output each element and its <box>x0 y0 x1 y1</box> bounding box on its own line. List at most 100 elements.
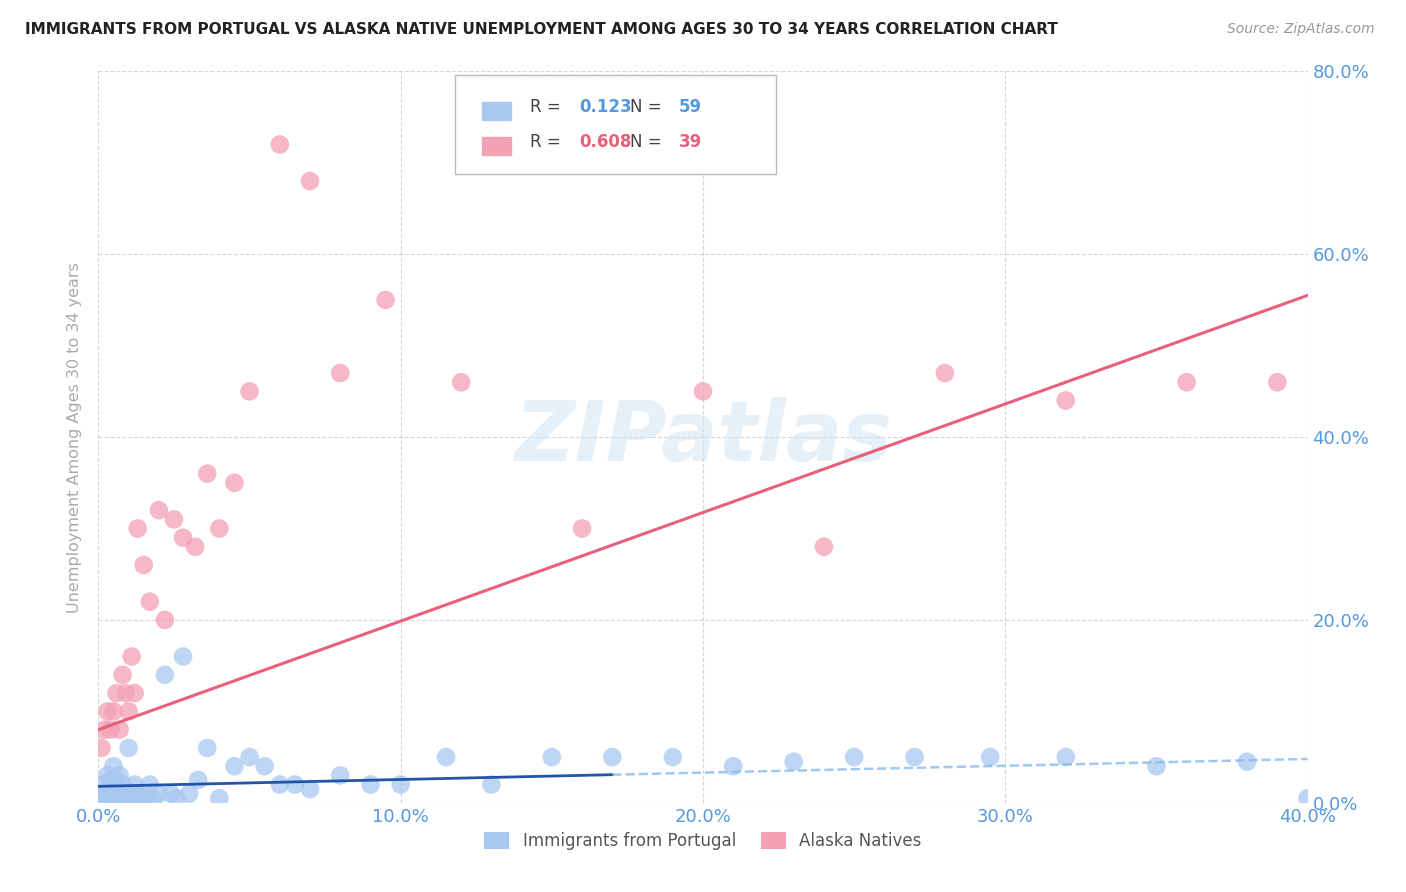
Point <box>172 531 194 545</box>
Point <box>184 540 207 554</box>
Point <box>118 705 141 719</box>
Point <box>153 667 176 681</box>
Point <box>813 540 835 554</box>
Text: ZIPatlas: ZIPatlas <box>515 397 891 477</box>
Point <box>1296 791 1319 805</box>
Point <box>111 791 134 805</box>
Point <box>96 705 118 719</box>
Text: N =: N = <box>630 133 668 152</box>
Point <box>118 791 141 805</box>
Text: 59: 59 <box>679 98 702 116</box>
Point <box>692 384 714 399</box>
Point <box>103 705 125 719</box>
Point <box>96 791 118 805</box>
Point <box>108 768 131 782</box>
FancyBboxPatch shape <box>456 75 776 174</box>
Point <box>105 772 128 787</box>
Point <box>1386 421 1406 435</box>
Point <box>108 787 131 801</box>
Text: 39: 39 <box>679 133 702 152</box>
Point <box>239 384 262 399</box>
Point <box>1175 375 1198 389</box>
Point <box>783 755 806 769</box>
Point <box>904 750 927 764</box>
Point <box>224 759 246 773</box>
Point <box>299 174 322 188</box>
Text: 0.123: 0.123 <box>579 98 633 116</box>
Point <box>93 778 115 792</box>
Point <box>148 503 170 517</box>
Point <box>360 778 382 792</box>
Point <box>1357 755 1379 769</box>
Legend: Immigrants from Portugal, Alaska Natives: Immigrants from Portugal, Alaska Natives <box>478 825 928 856</box>
Point <box>269 778 291 792</box>
Point <box>139 778 162 792</box>
Point <box>723 759 745 773</box>
Point <box>105 686 128 700</box>
Point <box>253 759 276 773</box>
Point <box>93 723 115 737</box>
Point <box>114 686 136 700</box>
Point <box>142 791 165 805</box>
Point <box>1054 393 1077 408</box>
Point <box>1327 338 1350 352</box>
Point <box>127 521 149 535</box>
Point <box>148 787 170 801</box>
Point <box>208 791 231 805</box>
Point <box>661 750 683 764</box>
Point <box>111 778 134 792</box>
Point <box>90 740 112 755</box>
Point <box>450 375 472 389</box>
Point <box>132 558 155 573</box>
Point <box>187 772 209 787</box>
Point <box>284 778 307 792</box>
Point <box>1144 759 1167 773</box>
Point <box>166 791 188 805</box>
Bar <box>482 102 510 120</box>
Point <box>90 791 112 805</box>
Point <box>111 667 134 681</box>
Point <box>118 740 141 755</box>
Point <box>96 768 118 782</box>
Point <box>571 521 593 535</box>
Point <box>979 750 1001 764</box>
Point <box>239 750 262 764</box>
Point <box>299 782 322 797</box>
Point <box>1267 375 1289 389</box>
Point <box>269 137 291 152</box>
Point <box>844 750 866 764</box>
Point <box>100 723 122 737</box>
Point <box>434 750 457 764</box>
Point <box>100 772 122 787</box>
Point <box>124 778 146 792</box>
Point <box>602 750 624 764</box>
Point <box>100 787 122 801</box>
Point <box>179 787 201 801</box>
Point <box>172 649 194 664</box>
Point <box>121 787 143 801</box>
Bar <box>482 137 510 154</box>
Text: R =: R = <box>530 98 567 116</box>
Point <box>195 740 218 755</box>
Point <box>540 750 562 764</box>
Point <box>224 475 246 490</box>
Text: N =: N = <box>630 98 668 116</box>
Text: R =: R = <box>530 133 567 152</box>
Point <box>374 293 396 307</box>
Point <box>108 723 131 737</box>
Point <box>93 787 115 801</box>
Point <box>329 366 352 380</box>
Point <box>160 787 183 801</box>
Point <box>1236 755 1258 769</box>
Point <box>103 791 125 805</box>
Point <box>103 759 125 773</box>
Point <box>132 791 155 805</box>
Point <box>139 594 162 608</box>
Point <box>105 791 128 805</box>
Point <box>135 787 157 801</box>
Text: IMMIGRANTS FROM PORTUGAL VS ALASKA NATIVE UNEMPLOYMENT AMONG AGES 30 TO 34 YEARS: IMMIGRANTS FROM PORTUGAL VS ALASKA NATIV… <box>25 22 1059 37</box>
Text: 0.608: 0.608 <box>579 133 633 152</box>
Point <box>153 613 176 627</box>
Point <box>163 512 186 526</box>
Point <box>195 467 218 481</box>
